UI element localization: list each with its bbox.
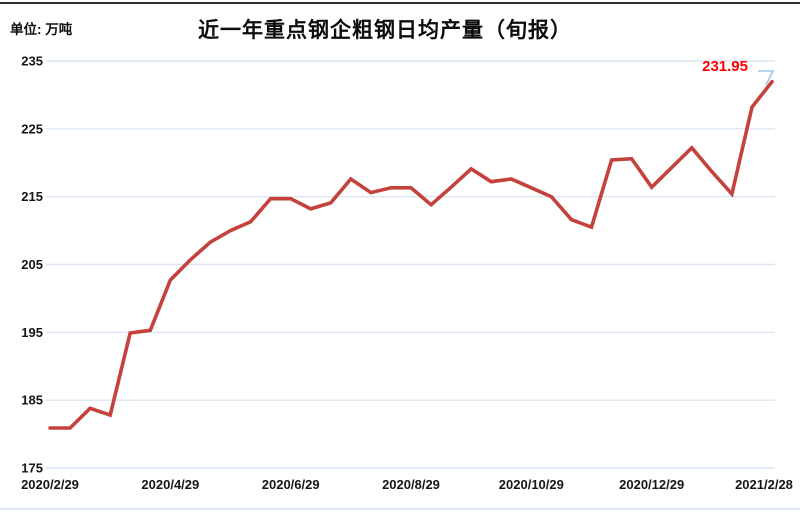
x-tick-label: 2020/6/29 (262, 477, 320, 492)
y-tick-label: 185 (21, 393, 43, 408)
x-tick-label: 2020/2/29 (21, 477, 79, 492)
x-tick-label: 2020/10/29 (499, 477, 564, 492)
x-tick-label: 2020/12/29 (619, 477, 684, 492)
y-tick-label: 215 (21, 189, 43, 204)
y-tick-label: 175 (21, 461, 43, 476)
x-tick-label: 2021/2/28 (735, 477, 793, 492)
bottom-border-line (0, 508, 800, 510)
y-tick-label: 205 (21, 257, 43, 272)
x-tick-label: 2020/4/29 (141, 477, 199, 492)
unit-label: 单位: 万吨 (10, 22, 73, 37)
top-border-line (0, 2, 800, 4)
y-axis-labels-group: 175 185 195 205 215 225 235 (21, 54, 43, 476)
end-point-data-label: 231.95 (702, 58, 748, 75)
y-tick-label: 235 (21, 54, 43, 69)
y-tick-label: 195 (21, 325, 43, 340)
gridlines-group (46, 60, 775, 469)
x-axis-labels-group: 2020/2/29 2020/4/29 2020/6/29 2020/8/29 2020… (21, 477, 793, 492)
series-line (48, 79, 774, 430)
y-tick-label: 225 (21, 121, 43, 136)
end-point-marker-icon (758, 70, 775, 86)
x-tick-label: 2020/8/29 (382, 477, 440, 492)
chart-title: 近一年重点钢企粗钢日均产量（旬报） (198, 19, 572, 42)
